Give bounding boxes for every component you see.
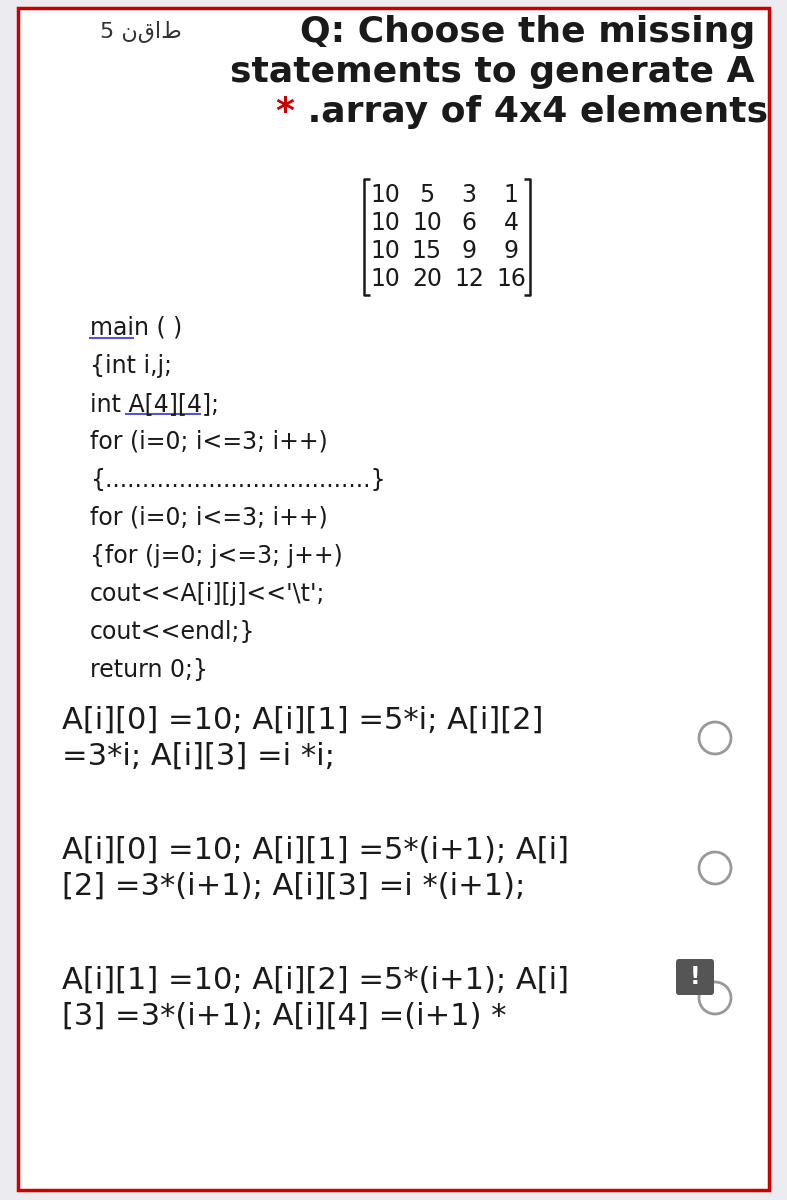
Text: {int i,j;: {int i,j; [90, 354, 172, 378]
Text: cout<<A[i][j]<<'\t';: cout<<A[i][j]<<'\t'; [90, 582, 325, 606]
Text: .array of 4x4 elements: .array of 4x4 elements [295, 95, 768, 128]
FancyBboxPatch shape [18, 8, 769, 1190]
Text: !: ! [689, 965, 700, 989]
Text: 10: 10 [370, 211, 400, 235]
Text: 10: 10 [412, 211, 442, 235]
FancyBboxPatch shape [676, 959, 714, 995]
Text: 1: 1 [504, 182, 519, 206]
Text: 5: 5 [419, 182, 434, 206]
Text: main ( ): main ( ) [90, 316, 183, 340]
Text: statements to generate A: statements to generate A [231, 55, 755, 89]
Text: 10: 10 [370, 266, 400, 290]
Text: 10: 10 [370, 239, 400, 263]
Text: {....................................}: {....................................} [90, 468, 386, 492]
Text: A[i][0] =10; A[i][1] =5*(i+1); A[i]: A[i][0] =10; A[i][1] =5*(i+1); A[i] [62, 835, 569, 864]
Text: 9: 9 [461, 239, 476, 263]
Text: 3: 3 [461, 182, 476, 206]
Text: for (i=0; i<=3; i++): for (i=0; i<=3; i++) [90, 430, 327, 454]
Text: 5 نقاط: 5 نقاط [100, 20, 182, 43]
Text: 6: 6 [461, 211, 476, 235]
Text: [2] =3*(i+1); A[i][3] =i *(i+1);: [2] =3*(i+1); A[i][3] =i *(i+1); [62, 871, 525, 900]
Text: int A[4][4];: int A[4][4]; [90, 392, 219, 416]
Text: {for (j=0; j<=3; j++): {for (j=0; j<=3; j++) [90, 544, 343, 568]
Text: =3*i; A[i][3] =i *i;: =3*i; A[i][3] =i *i; [62, 742, 335, 770]
Text: 4: 4 [504, 211, 519, 235]
Text: 12: 12 [454, 266, 484, 290]
Text: A[i][0] =10; A[i][1] =5*i; A[i][2]: A[i][0] =10; A[i][1] =5*i; A[i][2] [62, 706, 543, 734]
Text: [3] =3*(i+1); A[i][4] =(i+1) *: [3] =3*(i+1); A[i][4] =(i+1) * [62, 1002, 507, 1031]
Text: 10: 10 [370, 182, 400, 206]
Text: Q: Choose the missing: Q: Choose the missing [300, 14, 755, 49]
Text: 15: 15 [412, 239, 442, 263]
Text: *: * [275, 95, 294, 128]
Text: 20: 20 [412, 266, 442, 290]
Text: return 0;}: return 0;} [90, 658, 208, 682]
Text: cout<<endl;}: cout<<endl;} [90, 620, 256, 644]
Text: A[i][1] =10; A[i][2] =5*(i+1); A[i]: A[i][1] =10; A[i][2] =5*(i+1); A[i] [62, 966, 569, 995]
Text: 9: 9 [504, 239, 519, 263]
Text: for (i=0; i<=3; i++): for (i=0; i<=3; i++) [90, 506, 327, 530]
Text: 16: 16 [496, 266, 526, 290]
